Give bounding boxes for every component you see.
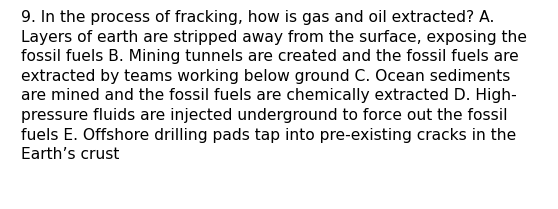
Text: 9. In the process of fracking, how is gas and oil extracted? A.
Layers of earth : 9. In the process of fracking, how is ga… bbox=[21, 10, 527, 162]
